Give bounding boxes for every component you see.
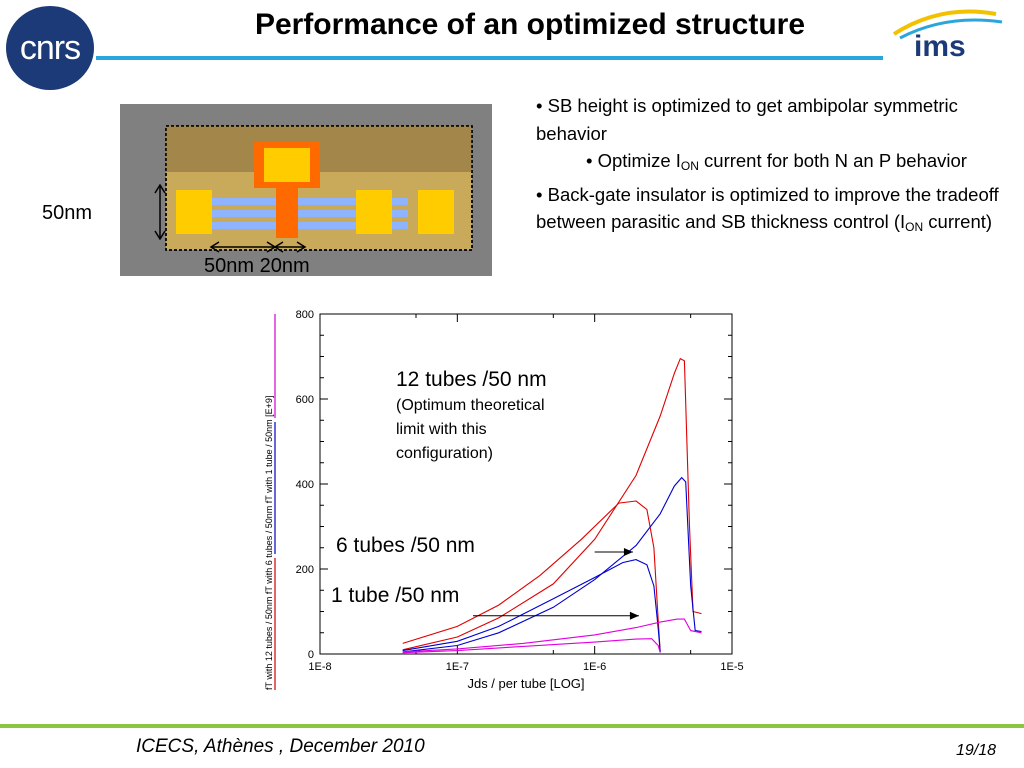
- series-line: [402, 618, 702, 653]
- annotation-1-tube-bg: [328, 580, 488, 606]
- bullet-sb-height: • SB height is optimized to get ambipola…: [536, 95, 958, 144]
- series-line: [402, 476, 702, 653]
- series-line: [402, 357, 702, 651]
- bullet-backgate: • Back-gate insulator is optimized to im…: [536, 181, 1006, 242]
- y-axis-label-part: fT with 6 tubes / 50nm: [264, 506, 274, 597]
- annotation-6-tubes-bg: [332, 530, 508, 556]
- y-axis-label-part: fT with 1 tube / 50nm [E+9]: [264, 396, 274, 506]
- cnrs-logo: cnrs: [6, 6, 94, 90]
- structure-figure: [120, 104, 492, 276]
- ft-vs-jds-chart: 0 200 400 600 800 1E-8 1E-7 1E-6 1E-5 Jds / per t…: [264, 309, 744, 691]
- drain-contact: [356, 190, 392, 234]
- nanotube-1: [212, 198, 408, 205]
- y-tick-label: 200: [296, 564, 314, 576]
- y-tick-label: 800: [296, 309, 314, 321]
- series-line: [402, 559, 661, 652]
- footer-rule: [0, 724, 1024, 728]
- x-tick-label: 1E-5: [720, 661, 743, 673]
- logo-swoosh-yellow: [892, 9, 997, 36]
- bullet-text: current for both N an P behavior: [698, 150, 967, 171]
- annotation-arrowhead: [629, 611, 639, 620]
- logo-swoosh-blue: [899, 18, 1003, 40]
- annotation-6-tubes: 6 tubes /50 nm: [336, 534, 475, 557]
- ims-logo-text: ims: [914, 30, 966, 63]
- gate-stem: [276, 188, 298, 238]
- y-tick-label: 0: [308, 649, 314, 661]
- annotation-12-tubes-note: (Optimum theoretical: [396, 397, 545, 414]
- bullet-optimize-ion: • Optimize ION current for both N an P b…: [536, 147, 1006, 181]
- annotation-12-tubes-note: configuration): [396, 445, 493, 462]
- x-tick-label: 1E-7: [446, 661, 469, 673]
- bullet-text: • Optimize I: [586, 150, 681, 171]
- footer-conference: ICECS, Athènes , December 2010: [136, 736, 425, 757]
- x-axis-label: Jds / per tube [LOG]: [467, 676, 584, 691]
- y-tick-label: 600: [296, 394, 314, 406]
- subscript-on: ON: [905, 220, 924, 234]
- subscript-on: ON: [680, 159, 699, 173]
- vertical-dimension-label: 50nm: [42, 202, 93, 224]
- gate-dim-heads: [273, 241, 307, 253]
- slide-title: Performance of an optimized structure: [254, 8, 806, 41]
- source-contact: [176, 190, 212, 234]
- y-tick-label: 400: [296, 479, 314, 491]
- series-line: [402, 638, 661, 654]
- title-rule: [96, 56, 883, 60]
- oxide-outline: [165, 125, 473, 251]
- annotation-12-tubes-note: limit with this: [396, 421, 487, 438]
- ims-logo: ims: [892, 9, 1003, 63]
- annotation-arrowhead: [623, 548, 633, 556]
- slide-number: 19/18: [956, 742, 997, 759]
- bullet-text: current): [923, 211, 993, 232]
- annotation-12-tubes: 12 tubes /50 nm: [396, 368, 547, 391]
- x-tick-label: 1E-6: [583, 661, 606, 673]
- y-axis-label-part: fT with 12 tubes / 50nm: [264, 597, 274, 690]
- vertical-dim-heads: [154, 183, 166, 241]
- gate-contact: [264, 148, 310, 182]
- horizontal-dimension-label: 50nm 20nm: [204, 255, 310, 277]
- nanotube-3: [212, 222, 408, 229]
- annotation-1-tube: 1 tube /50 nm: [331, 584, 459, 607]
- x-tick-label: 1E-8: [308, 661, 331, 673]
- y-axis-label: fT with 12 tubes / 50nm fT with 6 tubes …: [264, 396, 274, 690]
- bullet-list: • SB height is optimized to get ambipola…: [536, 92, 1006, 242]
- series-line: [402, 500, 661, 652]
- nanotube-2: [212, 210, 408, 217]
- backgate-contact: [418, 190, 454, 234]
- bullet-text: • Back-gate insulator is optimized to im…: [536, 183, 999, 233]
